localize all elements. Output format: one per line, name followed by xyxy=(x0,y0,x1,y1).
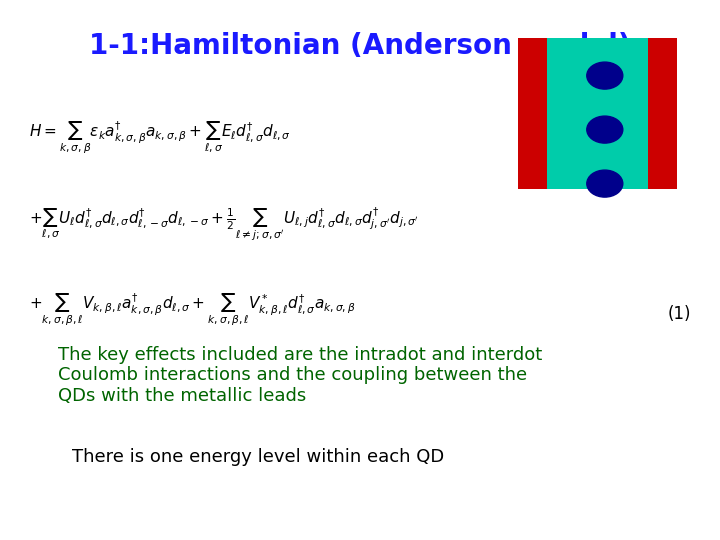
Bar xyxy=(648,38,677,189)
Text: (1): (1) xyxy=(667,305,691,323)
Text: $H = \sum_{k,\sigma,\beta} \epsilon_k a^{\dagger}_{k,\sigma,\beta} a_{k,\sigma,\: $H = \sum_{k,\sigma,\beta} \epsilon_k a^… xyxy=(29,119,291,156)
Text: 1-1:Hamiltonian (Anderson model): 1-1:Hamiltonian (Anderson model) xyxy=(89,32,631,60)
Circle shape xyxy=(587,116,623,143)
Circle shape xyxy=(587,170,623,197)
Text: $+ \sum_{\ell,\sigma} U_\ell d^{\dagger}_{\ell,\sigma} d_{\ell,\sigma} d^{\dagge: $+ \sum_{\ell,\sigma} U_\ell d^{\dagger}… xyxy=(29,205,418,243)
Circle shape xyxy=(587,62,623,89)
Text: The key effects included are the intradot and interdot
Coulomb interactions and : The key effects included are the intrado… xyxy=(58,346,542,405)
Bar xyxy=(518,38,547,189)
Text: $+ \sum_{k,\sigma,\beta,\ell} V_{k,\beta,\ell} a^{\dagger}_{k,\sigma,\beta} d_{\: $+ \sum_{k,\sigma,\beta,\ell} V_{k,\beta… xyxy=(29,292,356,328)
Text: There is one energy level within each QD: There is one energy level within each QD xyxy=(72,448,444,466)
Bar xyxy=(547,38,648,189)
